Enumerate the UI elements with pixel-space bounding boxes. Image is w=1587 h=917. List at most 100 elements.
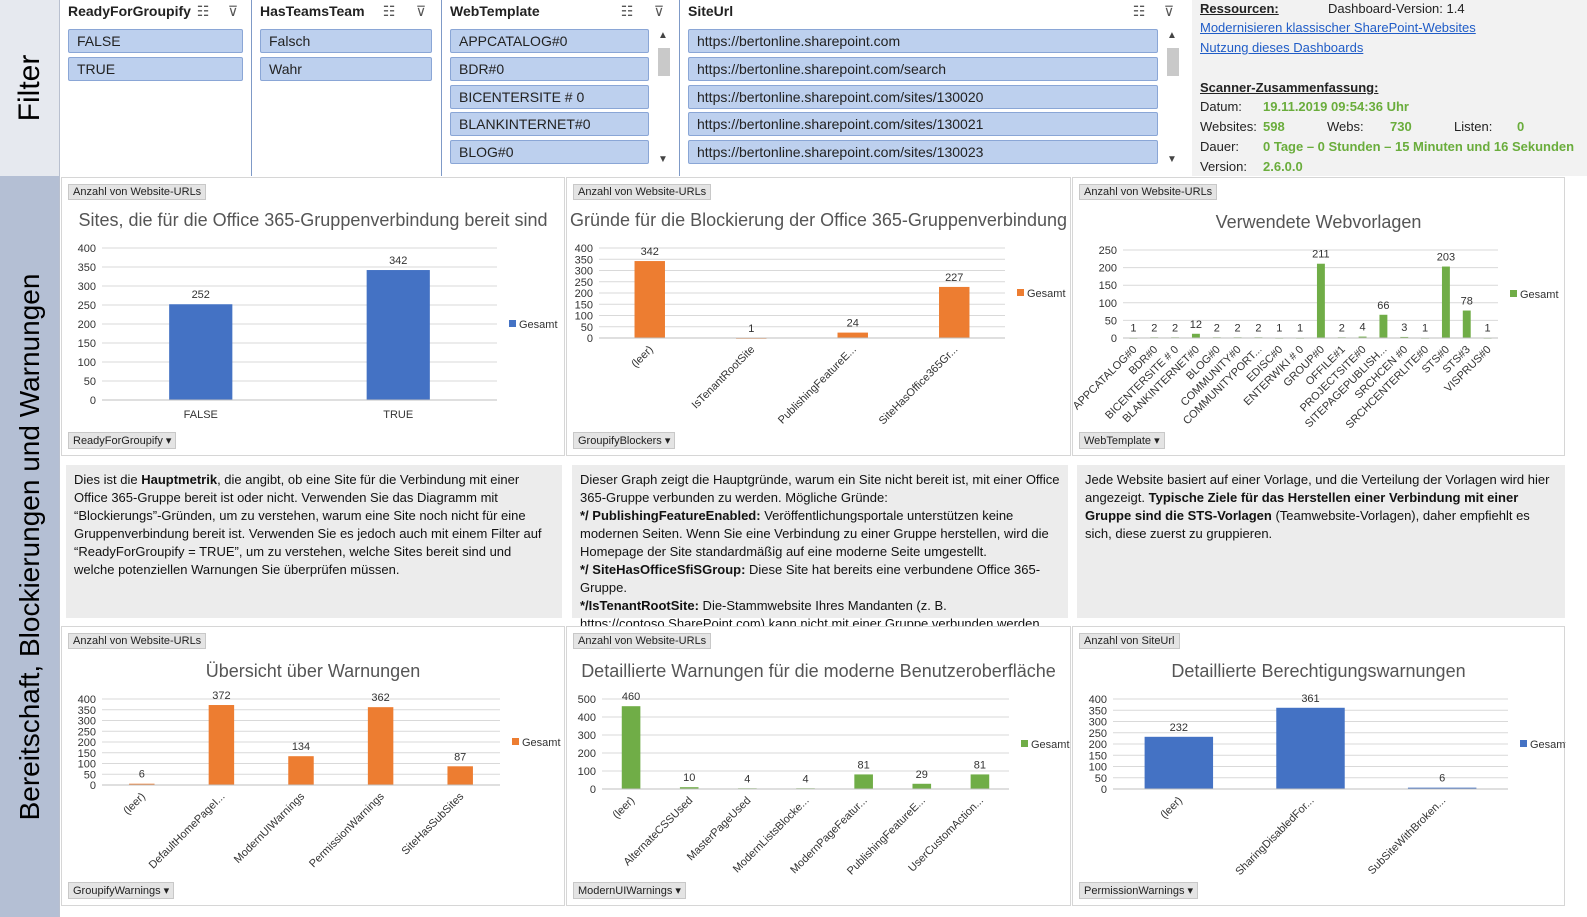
slicer-item[interactable]: APPCATALOG#0 <box>450 29 649 53</box>
scroll-up-icon[interactable]: ▲ <box>1167 30 1177 41</box>
y-tick-label: 250 <box>1089 728 1107 740</box>
filter-bar: ReadyForGroupify ☷ ⊽ FALSE TRUE HasTeams… <box>60 0 1187 176</box>
text: Diese Site hat bereits eine verbundene O… <box>580 562 1041 595</box>
axis-field-button[interactable]: ModernUIWarnings ▾ <box>573 882 686 899</box>
multiselect-icon[interactable]: ☷ <box>382 3 396 19</box>
text-panel-templates: Jede Website basiert auf einer Vorlage, … <box>1077 465 1565 618</box>
scanner-version-value: 2.6.0.0 <box>1263 159 1303 174</box>
bar <box>1400 336 1409 338</box>
axis-field-button[interactable]: GroupifyBlockers ▾ <box>573 432 676 449</box>
data-label: 372 <box>212 690 230 702</box>
clear-filter-icon[interactable]: ⊽ <box>653 3 665 19</box>
category-label: (leer) <box>121 791 148 818</box>
bar <box>367 707 394 785</box>
data-label: 4 <box>744 773 750 785</box>
y-tick-label: 200 <box>578 748 596 760</box>
y-tick-label: 500 <box>578 694 596 706</box>
y-tick-label: 150 <box>1099 280 1117 292</box>
scroll-down-icon[interactable]: ▼ <box>658 154 668 165</box>
data-label: 10 <box>683 772 695 784</box>
dashboard-version: Dashboard-Version: 1.4 <box>1328 1 1465 16</box>
legend-swatch <box>509 320 516 327</box>
slicer-siteurl: SiteUrl ☷ ⊽ https://bertonline.sharepoin… <box>680 0 1187 176</box>
legend-swatch <box>1021 740 1028 747</box>
y-tick-label: 350 <box>78 705 96 717</box>
axis-field-button[interactable]: PermissionWarnings ▾ <box>1079 882 1199 899</box>
value-field-tag: Anzahl von Website-URLs <box>68 184 207 200</box>
chart-panel-templates: Anzahl von Website-URLs Verwendete Webvo… <box>1072 177 1565 456</box>
slicer-item[interactable]: BDR#0 <box>450 57 649 81</box>
slicer-item[interactable]: https://bertonline.sharepoint.com/search <box>688 57 1158 81</box>
bar <box>1191 333 1200 338</box>
y-tick-label: 150 <box>575 299 593 311</box>
data-label: 66 <box>1377 300 1389 312</box>
category-label: PublishingFeatureE... <box>776 344 859 427</box>
slicer-scrollbar[interactable]: ▲ ▼ <box>1165 30 1179 165</box>
link-dashboard-usage[interactable]: Nutzung dieses Dashboards <box>1200 40 1364 55</box>
slicer-item[interactable]: https://bertonline.sharepoint.com/sites/… <box>688 140 1158 164</box>
slicer-item[interactable]: https://bertonline.sharepoint.com <box>688 29 1158 53</box>
link-modernize[interactable]: Modernisieren klassischer SharePoint-Web… <box>1200 20 1476 35</box>
slicer-item[interactable]: https://bertonline.sharepoint.com/sites/… <box>688 112 1158 136</box>
y-tick-label: 400 <box>578 712 596 724</box>
text-panel-blockers: Dieser Graph zeigt die Hauptgründe, waru… <box>572 465 1068 631</box>
data-label: 6 <box>139 769 145 781</box>
legend-label: Gesamt <box>522 737 561 749</box>
slicer-scrollbar[interactable]: ▲ ▼ <box>656 30 670 165</box>
multiselect-icon[interactable]: ☷ <box>620 3 634 19</box>
slicer-item[interactable]: Wahr <box>260 57 432 81</box>
slicer-item[interactable]: https://bertonline.sharepoint.com/sites/… <box>688 85 1158 109</box>
y-tick-label: 350 <box>78 262 96 274</box>
text-bold: */IsTenantRootSite: <box>580 598 699 613</box>
text: , die angibt, ob eine Site für die Verbi… <box>74 472 542 577</box>
y-tick-label: 250 <box>575 277 593 289</box>
scroll-thumb[interactable] <box>1167 48 1179 76</box>
data-label: 1 <box>1485 323 1491 335</box>
slicer-item[interactable]: FALSE <box>68 29 243 53</box>
data-label: 1 <box>1297 323 1303 335</box>
clear-filter-icon[interactable]: ⊽ <box>415 3 427 19</box>
data-label: 29 <box>916 769 928 781</box>
slicer-title: WebTemplate <box>450 3 540 19</box>
text: Dieser Graph zeigt die Hauptgründe, waru… <box>580 472 1060 505</box>
legend-swatch <box>512 738 519 745</box>
data-label: 78 <box>1461 296 1473 308</box>
data-label: 342 <box>641 246 659 258</box>
data-label: 6 <box>1439 773 1445 785</box>
slicer-item[interactable]: BLOG#0 <box>450 140 649 164</box>
text-bold: */ SiteHasOfficeSfiSGroup: <box>580 562 746 577</box>
data-label: 342 <box>389 255 407 267</box>
axis-field-label: ReadyForGroupify <box>73 435 163 447</box>
scroll-up-icon[interactable]: ▲ <box>658 30 668 41</box>
axis-field-button[interactable]: WebTemplate ▾ <box>1079 432 1165 449</box>
scroll-down-icon[interactable]: ▼ <box>1167 154 1177 165</box>
slicer-item[interactable]: BICENTERSITE # 0 <box>450 85 649 109</box>
slicer-item[interactable]: Falsch <box>260 29 432 53</box>
data-label: 1 <box>1422 323 1428 335</box>
multiselect-icon[interactable]: ☷ <box>1132 3 1146 19</box>
data-label: 24 <box>847 318 859 330</box>
clear-filter-icon[interactable]: ⊽ <box>227 3 239 19</box>
scroll-thumb[interactable] <box>658 48 670 76</box>
filter-section-label: Filter <box>0 0 60 176</box>
y-tick-label: 150 <box>78 748 96 760</box>
data-label: 134 <box>292 741 310 753</box>
y-tick-label: 250 <box>78 300 96 312</box>
slicer-readyforgroupify: ReadyForGroupify ☷ ⊽ FALSE TRUE <box>60 0 252 176</box>
axis-field-button[interactable]: ReadyForGroupify ▾ <box>68 432 177 449</box>
clear-filter-icon[interactable]: ⊽ <box>1163 3 1175 19</box>
multiselect-icon[interactable]: ☷ <box>196 3 210 19</box>
y-tick-label: 300 <box>575 266 593 278</box>
slicer-item[interactable]: BLANKINTERNET#0 <box>450 112 649 136</box>
data-label: 1 <box>1276 323 1282 335</box>
slicer-webtemplate: WebTemplate ☷ ⊽ APPCATALOG#0 BDR#0 BICEN… <box>442 0 680 176</box>
slicer-title: HasTeamsTeam <box>260 3 365 19</box>
axis-field-button[interactable]: GroupifyWarnings ▾ <box>68 882 175 899</box>
category-label: IsTenantRootSite <box>690 344 758 412</box>
axis-field-label: GroupifyWarnings <box>73 885 161 897</box>
slicer-item[interactable]: TRUE <box>68 57 243 81</box>
category-label: FALSE <box>184 409 218 421</box>
